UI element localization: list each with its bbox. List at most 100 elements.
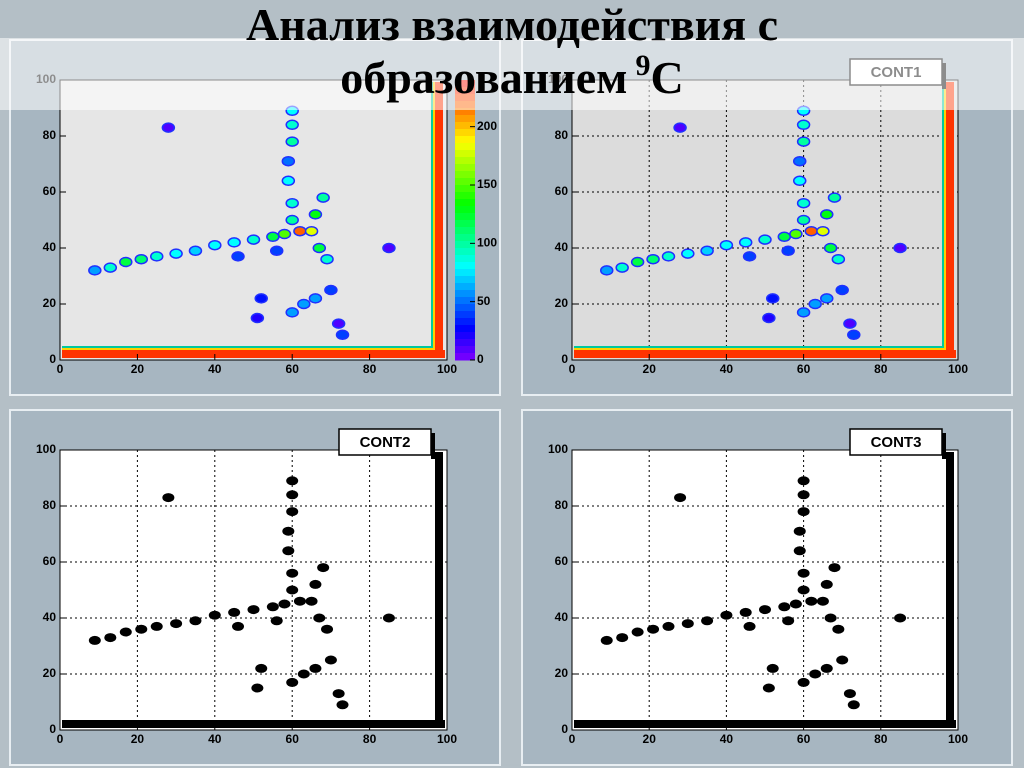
contour-blob [681, 248, 695, 259]
contour-blob [297, 298, 311, 310]
colorbar-step [455, 318, 475, 326]
contour-blob [304, 225, 319, 237]
colorbar-step [455, 115, 475, 123]
label: CONT3 [871, 434, 922, 451]
contour-blob [278, 599, 291, 609]
contour-blob [616, 633, 629, 643]
contour-blob [719, 239, 734, 251]
contour-blob [312, 242, 327, 254]
y-tick-label: 0 [49, 722, 56, 736]
y-tick-label: 60 [43, 184, 57, 198]
colorbar-step [455, 255, 475, 263]
contour-blob [797, 476, 810, 486]
contour-blob [281, 175, 296, 187]
colorbar-step [455, 143, 475, 151]
contour-blob [321, 624, 334, 634]
contour-blob [762, 312, 776, 324]
x-tick-label: 0 [569, 732, 576, 746]
colorbar-step [455, 353, 475, 361]
edge-contour [62, 82, 433, 348]
contour-blob [738, 237, 753, 248]
contour-blob [647, 624, 660, 634]
contour-blob [208, 239, 222, 251]
contour-blob [797, 490, 810, 500]
edge-band [574, 720, 956, 728]
contour-blob [600, 635, 613, 645]
contour-blob [255, 663, 268, 673]
contour-blob [782, 616, 795, 626]
z-tick-label: 0 [477, 352, 484, 366]
contour-blob [316, 192, 330, 203]
contour-blob [797, 585, 810, 595]
contour-blob [269, 245, 284, 257]
title-text: образованием [340, 52, 627, 103]
y-tick-label: 40 [43, 610, 57, 624]
contour-blob [285, 307, 299, 318]
contour-blob [104, 633, 117, 643]
y-tick-label: 0 [561, 722, 568, 736]
y-tick-label: 20 [43, 296, 57, 310]
contour-blob [793, 546, 806, 556]
colorbar-step [455, 171, 475, 179]
x-tick-label: 40 [720, 732, 734, 746]
contour-blob [250, 312, 265, 324]
contour-blob [161, 122, 176, 133]
y-tick-label: 80 [43, 498, 57, 512]
x-tick-label: 100 [437, 732, 457, 746]
title: Анализ взаимодействия с [246, 0, 778, 50]
title-band [0, 38, 1024, 110]
edge-contour [574, 82, 946, 350]
colorbar-step [455, 325, 475, 333]
colorbar-step [455, 269, 475, 277]
contour-blob [150, 621, 163, 631]
contour-blob [789, 228, 803, 240]
contour-blob [615, 262, 629, 273]
label-box [849, 428, 943, 456]
contour-blob [266, 231, 280, 243]
contour-blob [796, 197, 811, 209]
contour-blob [246, 234, 261, 245]
colorbar-step [455, 262, 475, 270]
contour-blob [796, 119, 811, 131]
contour-blob [134, 253, 149, 265]
contour-blob [119, 256, 133, 268]
contour-blob [331, 318, 346, 329]
contour-blob [789, 599, 802, 609]
contour-blob [805, 596, 818, 606]
contour-blob [119, 627, 132, 637]
contour-blob [297, 669, 310, 679]
contour-blob [662, 621, 675, 631]
colorbar-step [455, 248, 475, 256]
contour-blob [336, 700, 349, 710]
contour-blob [281, 155, 296, 167]
edge-band [62, 350, 445, 358]
contour-blob [843, 318, 857, 329]
y-tick-label: 80 [555, 498, 569, 512]
contour-blob [320, 253, 334, 265]
x-tick-label: 40 [720, 362, 734, 376]
colorbar-step [455, 339, 475, 347]
contour-blob [762, 683, 775, 693]
contour-blob [232, 621, 245, 631]
contour-blob [796, 214, 811, 226]
x-tick-label: 0 [57, 362, 64, 376]
x-tick-label: 80 [874, 362, 888, 376]
colorbar-step [455, 192, 475, 200]
contour-blob [382, 613, 395, 623]
y-tick-label: 0 [561, 352, 568, 366]
contour-blob [742, 251, 757, 262]
contour-blob [324, 655, 337, 665]
label-shadow [942, 433, 946, 459]
contour-blob [809, 669, 822, 679]
colorbar-step [455, 178, 475, 186]
y-tick-label: 20 [555, 666, 569, 680]
contour-blob [324, 284, 338, 296]
y-tick-label: 80 [555, 128, 569, 142]
x-tick-label: 80 [363, 732, 377, 746]
contour-blob [739, 607, 752, 617]
contour-blob [792, 175, 807, 187]
y-tick-label: 60 [43, 554, 57, 568]
colorbar-step [455, 290, 475, 298]
title-superscript: 9 [636, 49, 651, 82]
